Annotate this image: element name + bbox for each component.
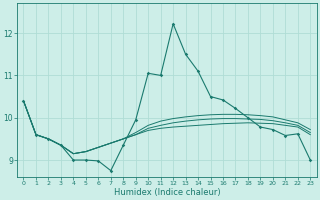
- X-axis label: Humidex (Indice chaleur): Humidex (Indice chaleur): [114, 188, 220, 197]
